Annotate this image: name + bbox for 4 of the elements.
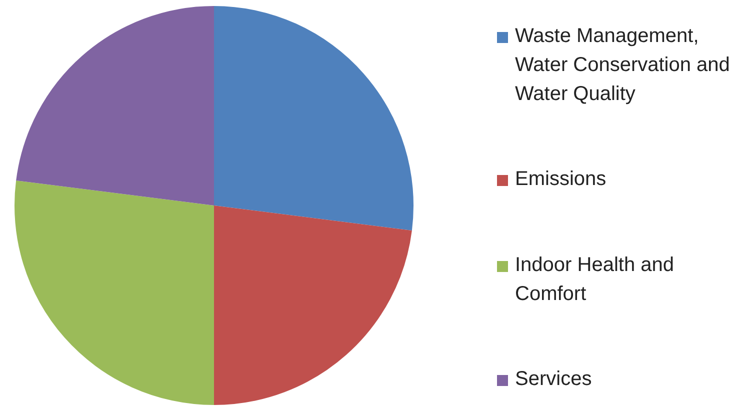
legend-label: Indoor Health and Comfort (515, 252, 676, 307)
legend-label: Services (515, 366, 593, 392)
legend-label: Emissions (515, 167, 608, 192)
legend-label: Waste Management, Water Conservation and Water Quality (515, 24, 731, 107)
